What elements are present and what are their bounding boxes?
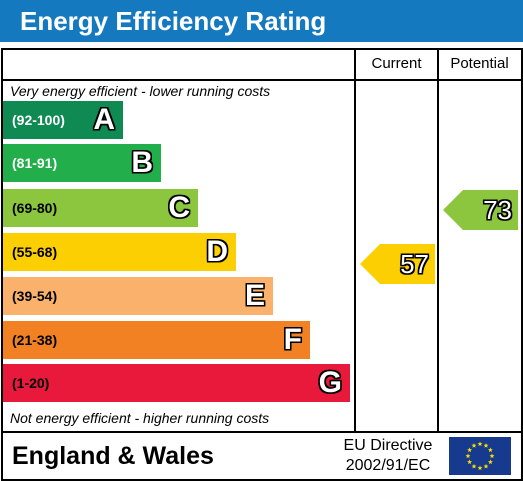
chart-title: Energy Efficiency Rating	[20, 6, 327, 36]
divider-current	[354, 48, 356, 433]
rating-frame	[1, 48, 523, 481]
potential-rating-marker: 73	[443, 190, 518, 230]
band-range: (69-80)	[12, 200, 58, 216]
top-caption: Very energy efficient - lower running co…	[10, 83, 271, 99]
band-f: (21-38) F	[3, 321, 310, 359]
band-letter: D	[206, 235, 228, 268]
band-range: (39-54)	[12, 288, 58, 304]
eu-flag-icon	[449, 437, 511, 475]
band-d: (55-68) D	[3, 233, 236, 271]
column-header-current: Current	[371, 55, 422, 72]
eu-star-icon	[487, 447, 493, 453]
band-g: (1-20) G	[3, 364, 350, 402]
band-letter: G	[318, 366, 342, 399]
eu-star-icon	[477, 465, 483, 471]
band-letter: F	[283, 323, 302, 356]
eu-star-icon	[489, 453, 495, 459]
region-name: England & Wales	[12, 442, 214, 470]
arrow-left-icon	[443, 190, 518, 230]
band-letter: E	[244, 279, 265, 312]
eu-star-icon	[483, 443, 489, 448]
eu-star-icon	[465, 453, 471, 459]
directive-line-2: 2002/91/EC	[345, 457, 431, 474]
bottom-caption: Not energy efficient - higher running co…	[10, 410, 270, 426]
eu-star-icon	[487, 459, 493, 465]
footer-divider	[1, 431, 521, 433]
band-range: (1-20)	[12, 375, 50, 391]
band-letter: B	[131, 146, 153, 179]
divider-potential	[437, 48, 439, 433]
potential-rating-value: 73	[483, 195, 512, 225]
current-rating-marker: 57	[360, 244, 435, 284]
band-range: (81-91)	[12, 155, 58, 171]
eu-star-icon	[467, 447, 473, 453]
arrow-left-icon	[360, 244, 435, 284]
band-range: (92-100)	[12, 112, 65, 128]
header-underline-left	[1, 79, 357, 81]
current-rating-value: 57	[400, 249, 429, 279]
eu-star-icon	[467, 459, 473, 465]
band-c: (69-80) C	[3, 189, 198, 227]
eu-star-icon	[471, 443, 477, 448]
header-underline-right	[356, 79, 521, 81]
band-b: (81-91) B	[3, 144, 161, 182]
band-letter: A	[93, 103, 115, 136]
eu-star-icon	[477, 441, 483, 447]
eu-star-icon	[471, 463, 477, 469]
column-header-potential: Potential	[450, 55, 509, 72]
band-range: (55-68)	[12, 244, 58, 260]
eu-star-icon	[483, 463, 489, 469]
band-a: (92-100) A	[3, 101, 123, 139]
band-letter: C	[168, 191, 190, 224]
band-e: (39-54) E	[3, 277, 273, 315]
eu-directive: EU Directive 2002/91/EC	[336, 436, 440, 476]
title-bar: Energy Efficiency Rating	[0, 0, 523, 42]
directive-line-1: EU Directive	[343, 437, 433, 454]
band-range: (21-38)	[12, 332, 58, 348]
